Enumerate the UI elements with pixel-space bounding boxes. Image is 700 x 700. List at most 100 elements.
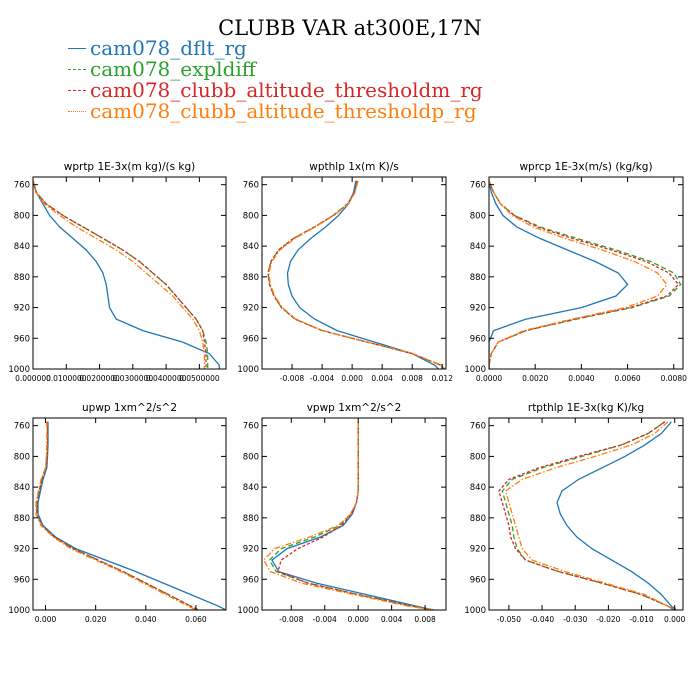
y-tick-label: 1000	[464, 365, 486, 375]
y-tick-label: 920	[470, 545, 486, 555]
x-tick-label: 0.008	[401, 374, 423, 383]
series-line-2	[36, 421, 199, 610]
legend-item-dflt: cam078_dflt_rg	[68, 38, 483, 59]
y-tick-label: 920	[14, 545, 30, 555]
legend-label-expldiff: cam078_expldiff	[90, 57, 256, 81]
panel-title: upwp 1xm^2/s^2	[82, 402, 177, 414]
y-tick-label: 1000	[8, 606, 30, 616]
legend-label-thresholdm: cam078_clubb_altitude_thresholdm_rg	[90, 78, 483, 102]
y-tick-label: 840	[14, 483, 30, 493]
x-tick-label: 0.000	[664, 615, 686, 624]
x-tick-label: -0.004	[313, 615, 337, 624]
panel-frame	[32, 176, 227, 370]
y-tick-label: 1000	[237, 365, 259, 375]
y-tick-label: 880	[14, 273, 30, 283]
y-tick-label: 800	[243, 452, 259, 462]
y-tick-label: 960	[243, 334, 259, 344]
legend-swatch-thresholdp	[68, 111, 86, 112]
x-tick-label: 0.000	[347, 615, 369, 624]
x-tick-label: 0.040	[135, 615, 157, 624]
y-tick-label: 760	[470, 181, 486, 191]
panel-frame	[32, 417, 227, 611]
legend-label-dflt: cam078_dflt_rg	[90, 36, 247, 60]
series-line-0	[33, 180, 220, 369]
legend-swatch-expldiff	[68, 69, 86, 70]
x-tick-label: 0.0500000	[179, 374, 220, 383]
series-line-3	[35, 421, 197, 610]
x-tick-label: -0.040	[530, 615, 554, 624]
series-line-2	[277, 421, 434, 610]
y-tick-label: 760	[14, 422, 30, 432]
figure-title: CLUBB VAR at300E,17N	[218, 16, 482, 40]
x-tick-label: 0.0200000	[79, 374, 120, 383]
x-tick-label: -0.030	[563, 615, 587, 624]
series-line-0	[286, 180, 439, 369]
panel-title: vpwp 1xm^2/s^2	[307, 402, 402, 414]
panel-0: wprtp 1E-3x(m kg)/(s kg) 760 800 840 880 920 9…	[8, 161, 227, 383]
x-tick-label: 0.0020	[522, 374, 548, 383]
x-tick-label: -0.020	[596, 615, 620, 624]
x-tick-label: 0.008	[414, 615, 436, 624]
legend: cam078_dflt_rg cam078_expldiff cam078_cl…	[68, 38, 483, 122]
y-tick-label: 840	[243, 483, 259, 493]
y-tick-label: 920	[470, 304, 486, 314]
series-line-3	[489, 180, 668, 369]
x-tick-label: -0.008	[279, 615, 303, 624]
panel-4: vpwp 1xm^2/s^2 760 800 840 880 920 960 1000 -0.0…	[237, 402, 447, 624]
y-tick-label: 840	[14, 242, 30, 252]
series-line-0	[37, 421, 226, 610]
x-tick-label: 0.000	[35, 615, 57, 624]
panel-title: wpthlp 1x(m K)/s	[309, 161, 399, 173]
y-tick-label: 880	[14, 514, 30, 524]
series-line-0	[489, 180, 629, 369]
y-tick-label: 880	[470, 273, 486, 283]
series-line-3	[33, 180, 206, 369]
x-tick-label: 0.0060	[614, 374, 640, 383]
y-tick-label: 800	[243, 211, 259, 221]
legend-item-thresholdm: cam078_clubb_altitude_thresholdm_rg	[68, 80, 483, 101]
x-tick-label: 0.0400000	[146, 374, 187, 383]
y-tick-label: 960	[14, 575, 30, 585]
series-line-0	[556, 421, 677, 610]
series-line-2	[498, 421, 676, 610]
y-tick-label: 760	[243, 422, 259, 432]
series-line-1	[501, 421, 676, 610]
x-tick-label: -0.050	[497, 615, 521, 624]
x-tick-label: 0.0080	[661, 374, 687, 383]
series-line-2	[489, 180, 680, 369]
series-line-1	[267, 180, 445, 369]
y-tick-label: 800	[470, 211, 486, 221]
x-tick-label: -0.008	[280, 374, 304, 383]
x-tick-label: 0.012	[432, 374, 454, 383]
panel-title: wprtp 1E-3x(m kg)/(s kg)	[64, 161, 195, 173]
y-tick-label: 800	[14, 452, 30, 462]
y-tick-label: 1000	[8, 365, 30, 375]
x-tick-label: 0.004	[371, 374, 393, 383]
y-tick-label: 920	[14, 304, 30, 314]
series-line-1	[489, 180, 682, 369]
x-tick-label: -0.004	[310, 374, 334, 383]
y-tick-label: 960	[470, 575, 486, 585]
x-tick-label: 0.0000	[476, 374, 502, 383]
legend-swatch-thresholdm	[68, 90, 86, 91]
y-tick-label: 760	[14, 181, 30, 191]
y-tick-label: 840	[470, 242, 486, 252]
y-tick-label: 800	[14, 211, 30, 221]
legend-item-thresholdp: cam078_clubb_altitude_thresholdp_rg	[68, 101, 483, 122]
y-tick-label: 960	[243, 575, 259, 585]
panel-5: rtpthlp 1E-3x(kg K)/kg 760 800 840 880 920 960…	[464, 402, 685, 624]
panel-title: wprcp 1E-3x(m/s) (kg/kg)	[519, 161, 652, 173]
legend-swatch-dflt	[68, 48, 86, 49]
x-tick-label: 0.000	[341, 374, 363, 383]
series-line-3	[504, 421, 676, 610]
panel-1: wpthlp 1x(m K)/s 760 800 840 880 920 960 1000 -0…	[237, 161, 453, 383]
series-line-1	[36, 421, 199, 610]
x-tick-label: -0.010	[629, 615, 653, 624]
x-tick-label: 0.060	[185, 615, 207, 624]
panel-frame	[488, 176, 684, 370]
y-tick-label: 1000	[464, 606, 486, 616]
panel-frame	[488, 417, 684, 611]
y-tick-label: 920	[243, 304, 259, 314]
x-tick-label: 0.0040	[568, 374, 594, 383]
